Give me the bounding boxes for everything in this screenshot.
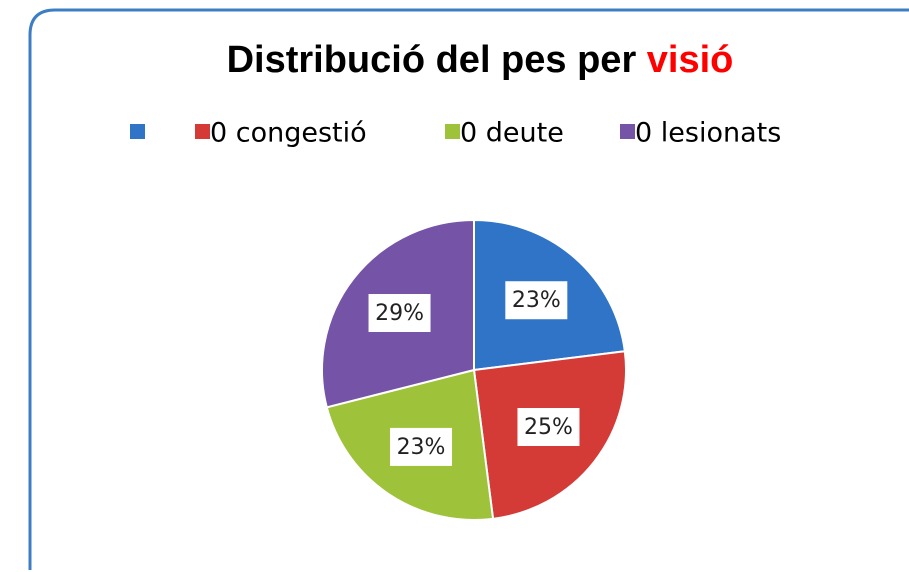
legend-swatch xyxy=(620,124,635,139)
legend-label: 0 deute xyxy=(460,118,564,149)
label-box xyxy=(517,408,580,447)
legend-swatch xyxy=(130,124,145,139)
label-box xyxy=(368,293,431,332)
legend-label: 0 lesionats xyxy=(635,118,781,149)
label-box xyxy=(390,427,453,466)
legend-label: 0 congestió xyxy=(210,118,367,149)
frame xyxy=(28,8,909,570)
title-highlight: visió xyxy=(647,39,734,81)
label-box xyxy=(505,281,568,320)
data-label: 29% xyxy=(375,301,424,326)
chart-title: Distribució del pes per visió xyxy=(227,39,734,81)
legend-swatch xyxy=(195,124,210,139)
data-label: 25% xyxy=(524,415,573,440)
data-label: 23% xyxy=(397,435,446,460)
data-label: 23% xyxy=(512,288,561,313)
legend-swatch xyxy=(445,124,460,139)
title-part: Distribució del pes per xyxy=(227,39,637,81)
